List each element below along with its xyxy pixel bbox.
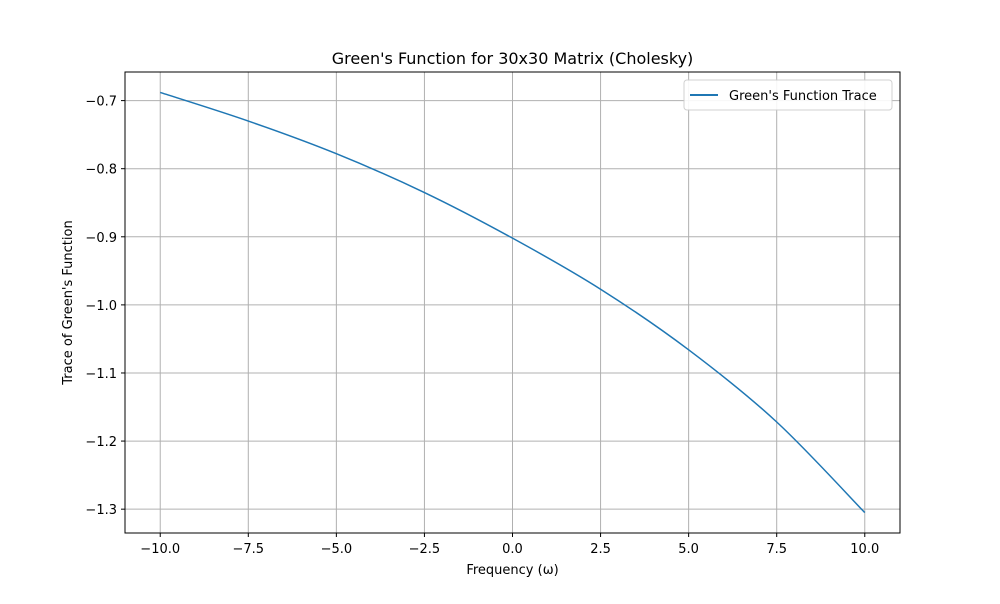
x-tick-label: −7.5 bbox=[233, 542, 265, 557]
legend-box bbox=[683, 79, 893, 111]
x-tick-label: −5.0 bbox=[321, 542, 353, 557]
x-axis-ticks: −10.0 −7.5 −5.0 −2.5 0.0 2.5 5.0 7.5 10.0 bbox=[140, 533, 879, 557]
y-tick-label: −0.8 bbox=[85, 163, 117, 178]
legend: Green's Function Trace bbox=[683, 79, 893, 111]
y-tick-label: −0.9 bbox=[85, 231, 117, 246]
y-tick-label: −0.7 bbox=[85, 95, 117, 110]
x-tick-label: 0.0 bbox=[502, 542, 523, 557]
y-tick-label: −1.2 bbox=[85, 435, 117, 450]
x-tick-label: 2.5 bbox=[590, 542, 611, 557]
x-axis-label: Frequency (ω) bbox=[466, 563, 558, 578]
y-tick-label: −1.3 bbox=[85, 503, 117, 518]
x-tick-label: 7.5 bbox=[766, 542, 787, 557]
series-lines bbox=[159, 91, 866, 514]
legend-label: Green's Function Trace bbox=[729, 89, 877, 104]
y-axis-label: Trace of Green's Function bbox=[61, 220, 76, 385]
series-line bbox=[159, 91, 866, 514]
y-tick-label: −1.0 bbox=[85, 299, 117, 314]
y-axis-ticks: −0.7 −0.8 −0.9 −1.0 −1.1 −1.2 −1.3 bbox=[85, 95, 125, 518]
x-tick-label: 10.0 bbox=[850, 542, 879, 557]
x-tick-label: −10.0 bbox=[140, 542, 180, 557]
y-tick-label: −1.1 bbox=[85, 367, 117, 382]
x-tick-label: −2.5 bbox=[409, 542, 441, 557]
chart-title: Green's Function for 30x30 Matrix (Chole… bbox=[332, 49, 694, 68]
x-tick-label: 5.0 bbox=[678, 542, 699, 557]
